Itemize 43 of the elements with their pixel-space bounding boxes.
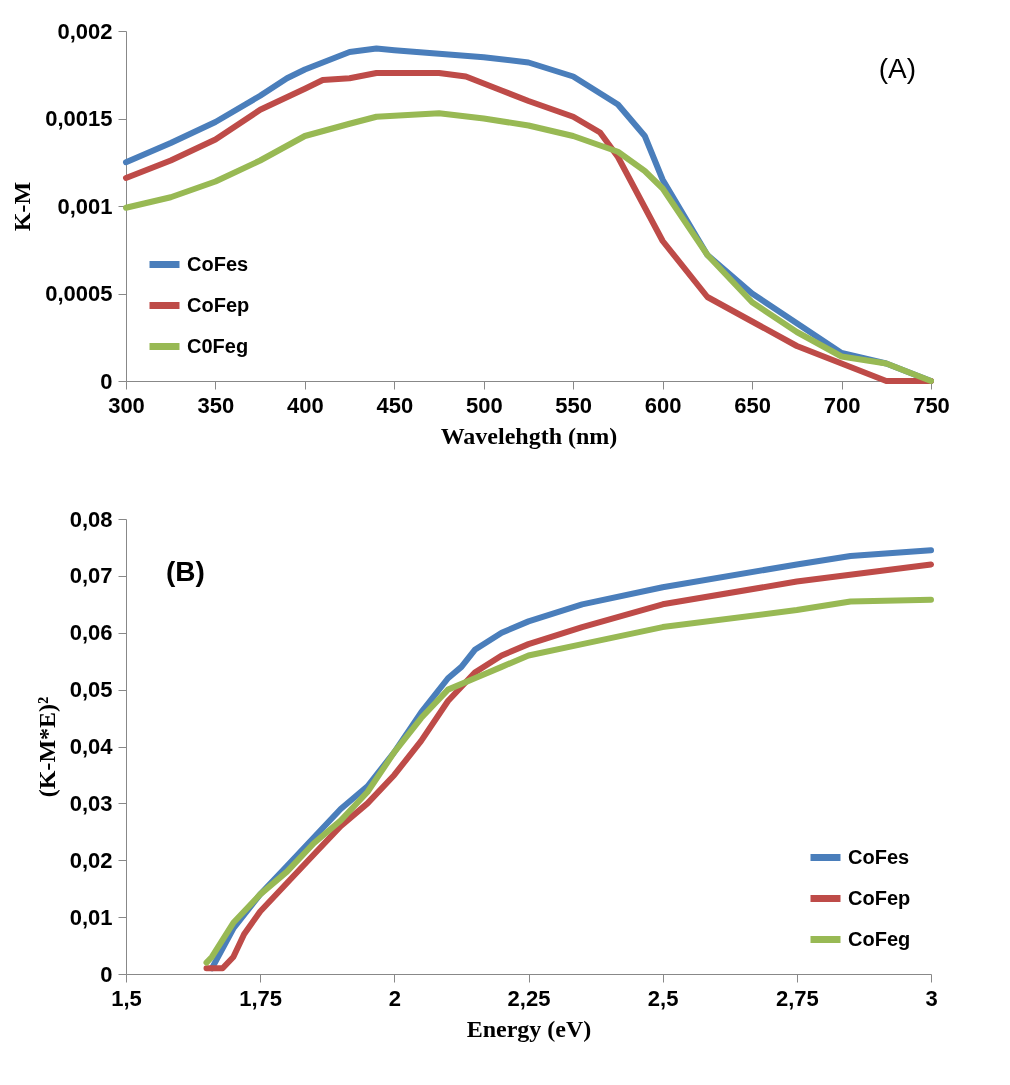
legend-label: CoFeg	[848, 927, 911, 950]
x-tick-label: 400	[287, 392, 324, 418]
annotation: (A)	[878, 53, 916, 84]
y-tick-label: 0,07	[69, 563, 113, 589]
y-tick-label: 0,0015	[45, 106, 113, 131]
x-tick-label: 450	[376, 392, 414, 418]
x-tick-label: 3	[925, 985, 938, 1011]
x-tick-label: 300	[108, 392, 145, 418]
y-axis-title: K-M	[9, 181, 36, 232]
legend-label: CoFep	[848, 886, 911, 909]
y-tick-label: 0,02	[69, 847, 113, 873]
x-tick-label: 550	[555, 392, 593, 418]
x-tick-label: 750	[913, 392, 950, 418]
y-axis-title: (K-M*E)²	[33, 696, 60, 798]
y-tick-label: 0,08	[69, 506, 113, 532]
x-tick-label: 1,75	[239, 985, 283, 1011]
x-tick-label: 2,75	[775, 985, 819, 1011]
x-tick-label: 2	[388, 985, 401, 1011]
y-tick-label: 0,06	[69, 620, 113, 646]
y-tick-label: 0,05	[69, 677, 113, 703]
legend-label: C0Feg	[187, 334, 249, 357]
x-tick-label: 350	[197, 392, 235, 418]
y-tick-label: 0,03	[69, 790, 113, 816]
x-tick-label: 1,5	[111, 985, 142, 1011]
x-tick-label: 700	[823, 392, 861, 418]
y-tick-label: 0,0005	[45, 281, 113, 306]
x-tick-label: 500	[465, 392, 503, 418]
y-tick-label: 0,001	[57, 193, 113, 219]
y-tick-label: 0,04	[69, 734, 114, 759]
x-axis-title: Wavelehgth (nm)	[440, 422, 618, 449]
annotation: (B)	[166, 556, 205, 587]
y-tick-label: 0,01	[69, 904, 113, 930]
y-tick-label: 0	[100, 961, 113, 987]
legend-label: CoFes	[848, 845, 910, 868]
x-tick-label: 2,25	[507, 985, 551, 1011]
legend-label: CoFep	[187, 293, 250, 316]
y-tick-label: 0,002	[57, 18, 113, 44]
x-tick-label: 2,5	[647, 985, 679, 1011]
y-tick-label: 0	[100, 368, 113, 394]
x-tick-label: 650	[734, 392, 771, 418]
x-axis-title: Energy (eV)	[466, 1015, 592, 1042]
legend-label: CoFes	[187, 252, 249, 275]
x-tick-label: 600	[644, 392, 682, 418]
